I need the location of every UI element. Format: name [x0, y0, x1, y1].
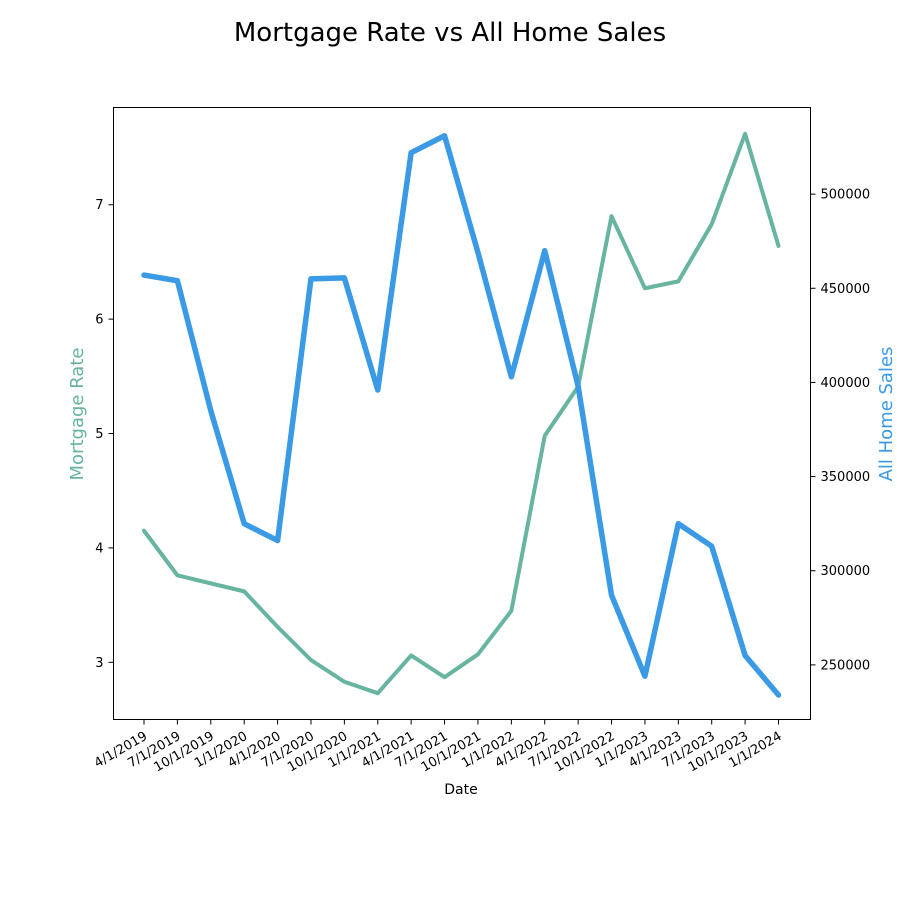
- mortgage-rate-line: [142, 131, 781, 696]
- left-y-tick-label: 6: [95, 313, 103, 328]
- all-home-sales-line: [141, 132, 782, 698]
- right-y-axis-label: All Home Sales: [876, 347, 897, 482]
- right-y-tick-label: 500000: [821, 188, 871, 203]
- left-y-tick-label: 5: [95, 427, 103, 442]
- x-axis-label: Date: [444, 782, 477, 798]
- left-y-tick-label: 3: [95, 656, 103, 671]
- right-y-tick-label: 250000: [821, 658, 871, 673]
- right-y-tick-label: 400000: [821, 376, 871, 391]
- left-y-tick-label: 4: [95, 541, 103, 556]
- left-y-axis-label: Mortgage Rate: [67, 348, 88, 481]
- left-y-tick-label: 7: [95, 198, 103, 213]
- plot-area: 4/1/20197/1/201910/1/20191/1/20204/1/202…: [92, 107, 871, 775]
- right-y-tick-label: 450000: [821, 282, 871, 297]
- right-y-tick-label: 350000: [821, 470, 871, 485]
- right-y-tick-label: 300000: [821, 564, 871, 579]
- plot-frame: [113, 107, 811, 720]
- chart-title: Mortgage Rate vs All Home Sales: [234, 18, 666, 48]
